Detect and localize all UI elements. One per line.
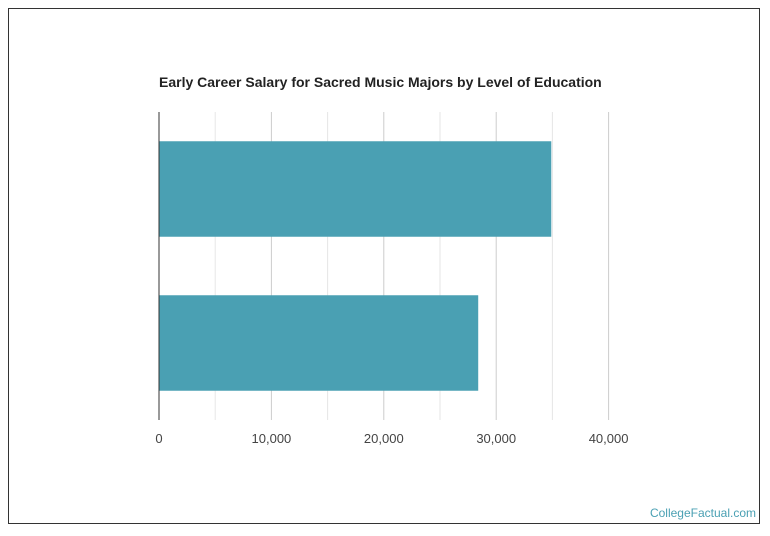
x-tick-label: 20,000	[364, 431, 404, 446]
x-tick-label: 10,000	[252, 431, 292, 446]
bar	[159, 295, 479, 391]
chart-title: Early Career Salary for Sacred Music Maj…	[159, 74, 602, 90]
x-tick-label: 30,000	[476, 431, 516, 446]
chart-frame	[8, 8, 760, 524]
x-tick-label: 0	[155, 431, 162, 446]
x-tick-label: 40,000	[589, 431, 629, 446]
bar	[159, 141, 552, 237]
credit-link[interactable]: CollegeFactual.com	[649, 506, 756, 520]
